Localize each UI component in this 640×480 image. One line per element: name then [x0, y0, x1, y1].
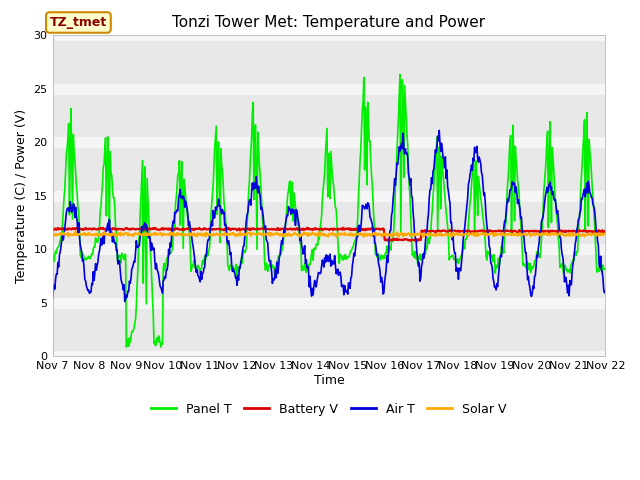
Air T	[435, 128, 443, 133]
Panel T	[49, 253, 56, 259]
Air T	[121, 299, 129, 304]
X-axis label: Time: Time	[314, 374, 344, 387]
Panel T	[116, 252, 124, 258]
Battery V	[99, 225, 107, 230]
Panel T	[157, 344, 164, 350]
Panel T	[602, 266, 609, 272]
Solar V	[414, 231, 422, 237]
Battery V	[202, 226, 209, 231]
Panel T	[202, 257, 209, 263]
Title: Tonzi Tower Met: Temperature and Power: Tonzi Tower Met: Temperature and Power	[172, 15, 486, 30]
Air T	[116, 258, 124, 264]
Air T	[397, 144, 404, 150]
Text: TZ_tmet: TZ_tmet	[50, 16, 107, 29]
Air T	[602, 288, 609, 294]
Battery V	[59, 227, 67, 232]
Panel T	[414, 261, 422, 266]
Solar V	[397, 231, 405, 237]
Air T	[202, 252, 209, 258]
Air T	[59, 232, 67, 238]
Solar V	[72, 228, 79, 234]
Panel T	[396, 72, 404, 77]
Battery V	[414, 238, 422, 244]
Legend: Panel T, Battery V, Air T, Solar V: Panel T, Battery V, Air T, Solar V	[146, 398, 511, 420]
Line: Panel T: Panel T	[52, 74, 605, 347]
Battery V	[172, 226, 180, 231]
Line: Air T: Air T	[52, 131, 605, 301]
Battery V	[49, 226, 56, 232]
Air T	[172, 209, 180, 215]
Battery V	[116, 226, 124, 232]
Battery V	[602, 228, 609, 234]
Solar V	[116, 229, 124, 235]
Solar V	[59, 231, 67, 237]
Air T	[49, 295, 56, 300]
Y-axis label: Temperature (C) / Power (V): Temperature (C) / Power (V)	[15, 109, 28, 283]
Solar V	[388, 234, 396, 240]
Air T	[413, 250, 420, 256]
Solar V	[172, 232, 180, 238]
Line: Battery V: Battery V	[52, 228, 605, 241]
Panel T	[172, 194, 180, 200]
Solar V	[49, 231, 56, 237]
Panel T	[59, 219, 67, 225]
Line: Solar V: Solar V	[52, 231, 605, 237]
Panel T	[397, 157, 405, 163]
Battery V	[407, 238, 415, 244]
Battery V	[397, 237, 404, 243]
Solar V	[202, 234, 209, 240]
Solar V	[602, 230, 609, 236]
